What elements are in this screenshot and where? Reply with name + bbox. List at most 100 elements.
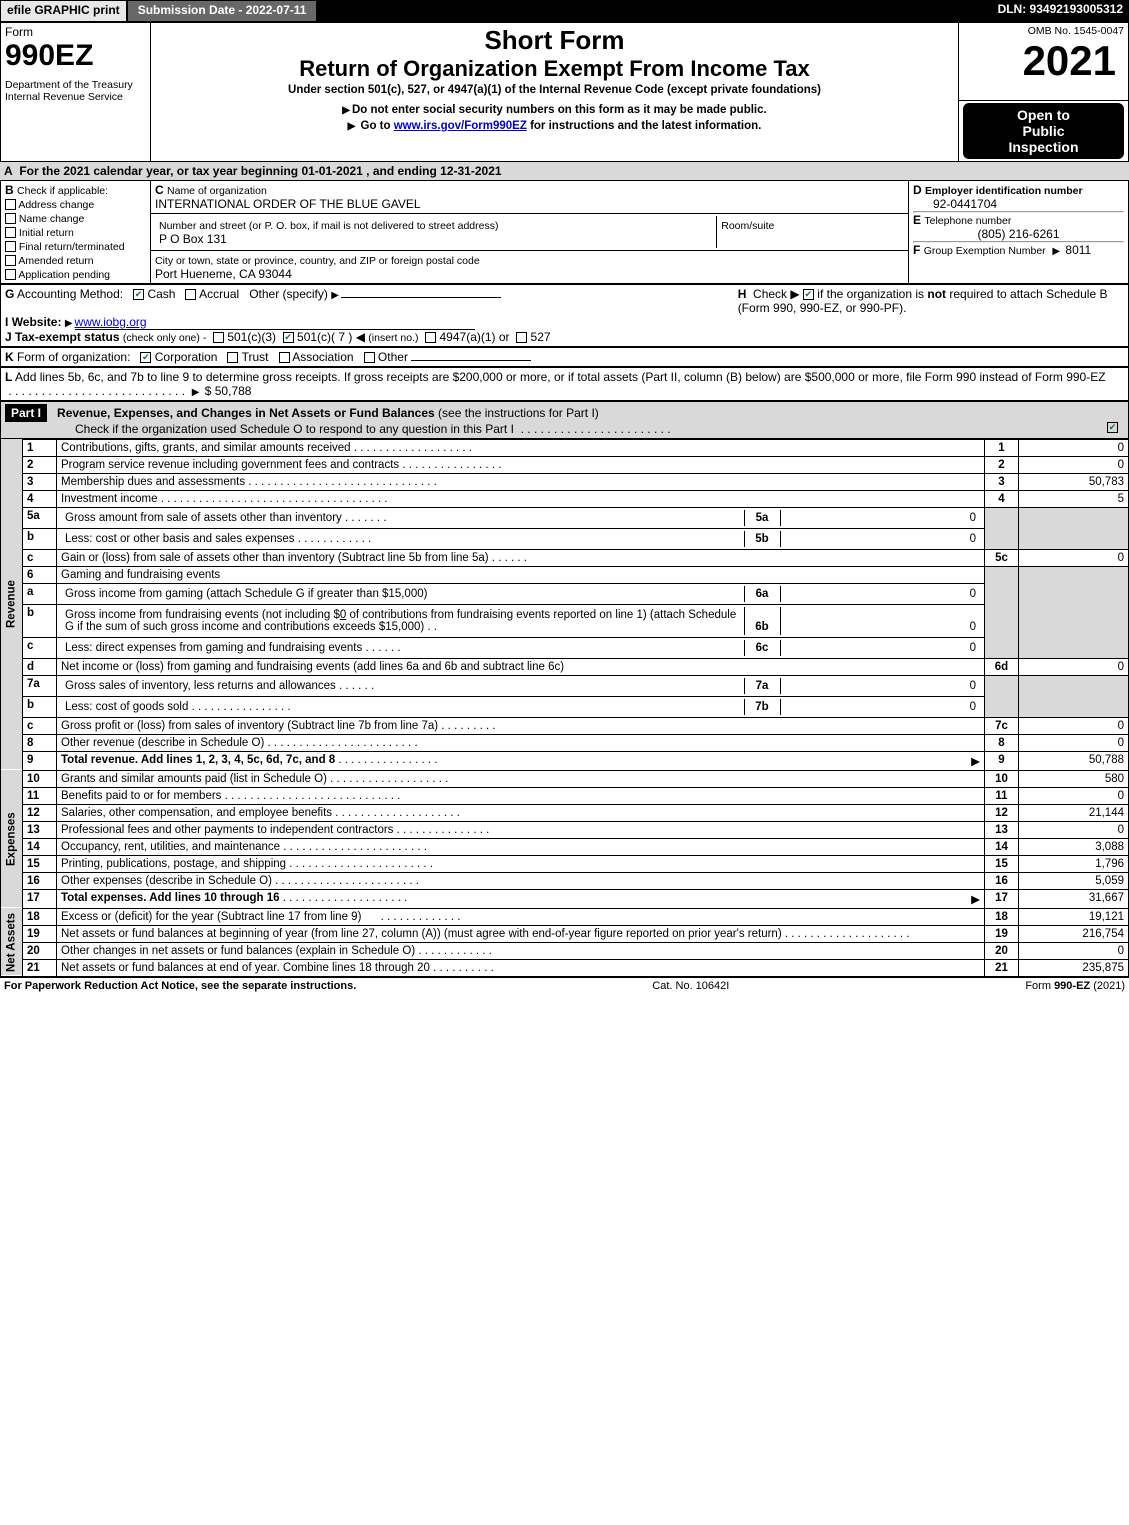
letter-i: I (5, 315, 8, 329)
letter-j: J (5, 330, 12, 344)
efile-print-button[interactable]: efile GRAPHIC print (0, 0, 127, 22)
other-specify-input[interactable] (341, 297, 501, 298)
line-col: 3 (985, 473, 1019, 490)
group-exemption-value: 8011 (1065, 243, 1091, 257)
line-num: 12 (23, 804, 57, 821)
checkbox-final-return[interactable] (5, 241, 16, 252)
shaded-cell (1019, 507, 1129, 549)
line-col: 12 (985, 804, 1019, 821)
checkbox-application-pending[interactable] (5, 269, 16, 280)
inner-col: 5b (744, 531, 780, 547)
g-h-block: G Accounting Method: Cash Accrual Other … (0, 284, 1129, 347)
line-col: 14 (985, 838, 1019, 855)
arrow-icon (342, 104, 352, 116)
box-b-title: Check if applicable: (17, 185, 108, 197)
page-footer: For Paperwork Reduction Act Notice, see … (0, 977, 1129, 994)
checkbox-schedule-o-used[interactable] (1107, 422, 1118, 433)
inner-amount: 0 (780, 678, 980, 694)
checkbox-address-change[interactable] (5, 199, 16, 210)
line-amount: 50,783 (1019, 473, 1129, 490)
line-desc: Gross sales of inventory, less returns a… (57, 675, 985, 696)
checkbox-trust[interactable] (227, 352, 238, 363)
line-amount: 0 (1019, 439, 1129, 456)
line-l-text: Add lines 5b, 6c, and 7b to line 9 to de… (15, 370, 1106, 384)
line-a-text: For the 2021 calendar year, or tax year … (19, 164, 501, 178)
line-col: 13 (985, 821, 1019, 838)
phone-label: Telephone number (924, 215, 1011, 227)
line-desc: Other changes in net assets or fund bala… (57, 942, 985, 959)
line-num: 19 (23, 925, 57, 942)
line-num: b (23, 604, 57, 637)
line-desc: Gross profit or (loss) from sales of inv… (57, 717, 985, 734)
checkbox-schedule-b-not-required[interactable] (803, 289, 814, 300)
irs-link[interactable]: www.irs.gov/Form990EZ (394, 120, 527, 132)
checkbox-initial-return[interactable] (5, 227, 16, 238)
tax-exempt-hint: (check only one) - (123, 332, 206, 344)
line-amount: 5,059 (1019, 872, 1129, 889)
phone-value: (805) 216-6261 (913, 227, 1124, 241)
h-check: Check ▶ (753, 287, 800, 301)
line-col: 6d (985, 658, 1019, 675)
line-num: 14 (23, 838, 57, 855)
inner-amount: 0 (780, 531, 980, 547)
opt-trust: Trust (242, 350, 269, 364)
checkbox-527[interactable] (516, 332, 527, 343)
opt-501c3: 501(c)(3) (227, 330, 276, 344)
inner-amount: 0 (780, 586, 980, 602)
checkbox-cash[interactable] (133, 289, 144, 300)
line-num: b (23, 696, 57, 717)
part-i-title: Revenue, Expenses, and Changes in Net As… (57, 406, 435, 420)
line-desc: Total revenue. Add lines 1, 2, 3, 4, 5c,… (57, 751, 985, 770)
subtitle-under: Under section 501(c), 527, or 4947(a)(1)… (155, 82, 954, 98)
checkbox-4947[interactable] (425, 332, 436, 343)
shaded-cell (1019, 566, 1129, 658)
footer-catno: Cat. No. 10642I (652, 980, 729, 992)
website-link[interactable]: www.iobg.org (75, 315, 475, 330)
opt-amended-return: Amended return (18, 255, 93, 267)
line-desc: Membership dues and assessments . . . . … (57, 473, 985, 490)
city-label: City or town, state or province, country… (155, 255, 480, 267)
opt-association: Association (292, 350, 353, 364)
checkbox-501c[interactable] (283, 332, 294, 343)
line-desc: Printing, publications, postage, and shi… (57, 855, 985, 872)
checkbox-501c3[interactable] (213, 332, 224, 343)
line-amount: 5 (1019, 490, 1129, 507)
arrow-icon (348, 120, 358, 132)
line-desc: Gross income from gaming (attach Schedul… (57, 583, 985, 604)
title-short-form: Short Form (155, 25, 954, 56)
line-a: A For the 2021 calendar year, or tax yea… (0, 162, 1129, 180)
line-num: b (23, 528, 57, 549)
line-desc: Occupancy, rent, utilities, and maintena… (57, 838, 985, 855)
line-col: 18 (985, 908, 1019, 925)
submission-date: Submission Date - 2022-07-11 (127, 0, 318, 22)
line-col: 7c (985, 717, 1019, 734)
letter-k: K (5, 350, 14, 364)
checkbox-corporation[interactable] (140, 352, 151, 363)
group-exemption-label: Group Exemption Number (924, 245, 1046, 257)
checkbox-other-org[interactable] (364, 352, 375, 363)
form-number: 990EZ (5, 39, 146, 73)
line-col: 21 (985, 959, 1019, 976)
line-num: 13 (23, 821, 57, 838)
checkbox-association[interactable] (279, 352, 290, 363)
opt-4947: 4947(a)(1) or (440, 330, 510, 344)
entity-block: B Check if applicable: Address change Na… (0, 180, 1129, 284)
line-desc: Gross income from fundraising events (no… (57, 604, 985, 637)
line-amount: 21,144 (1019, 804, 1129, 821)
line-col: 19 (985, 925, 1019, 942)
line-col: 11 (985, 787, 1019, 804)
checkbox-name-change[interactable] (5, 213, 16, 224)
checkbox-accrual[interactable] (185, 289, 196, 300)
room-label: Room/suite (721, 220, 774, 232)
street-label: Number and street (or P. O. box, if mail… (159, 220, 498, 232)
line-col: 17 (985, 889, 1019, 908)
line-col: 1 (985, 439, 1019, 456)
other-org-input[interactable] (411, 360, 531, 361)
checkbox-amended-return[interactable] (5, 255, 16, 266)
irs-label: Internal Revenue Service (5, 91, 146, 103)
line-amount: 0 (1019, 549, 1129, 566)
opt-cash: Cash (147, 287, 175, 301)
line-desc: Total expenses. Add lines 10 through 16 … (57, 889, 985, 908)
goto-pre: Go to (361, 120, 394, 132)
part-i-check-line: Check if the organization used Schedule … (5, 422, 514, 436)
